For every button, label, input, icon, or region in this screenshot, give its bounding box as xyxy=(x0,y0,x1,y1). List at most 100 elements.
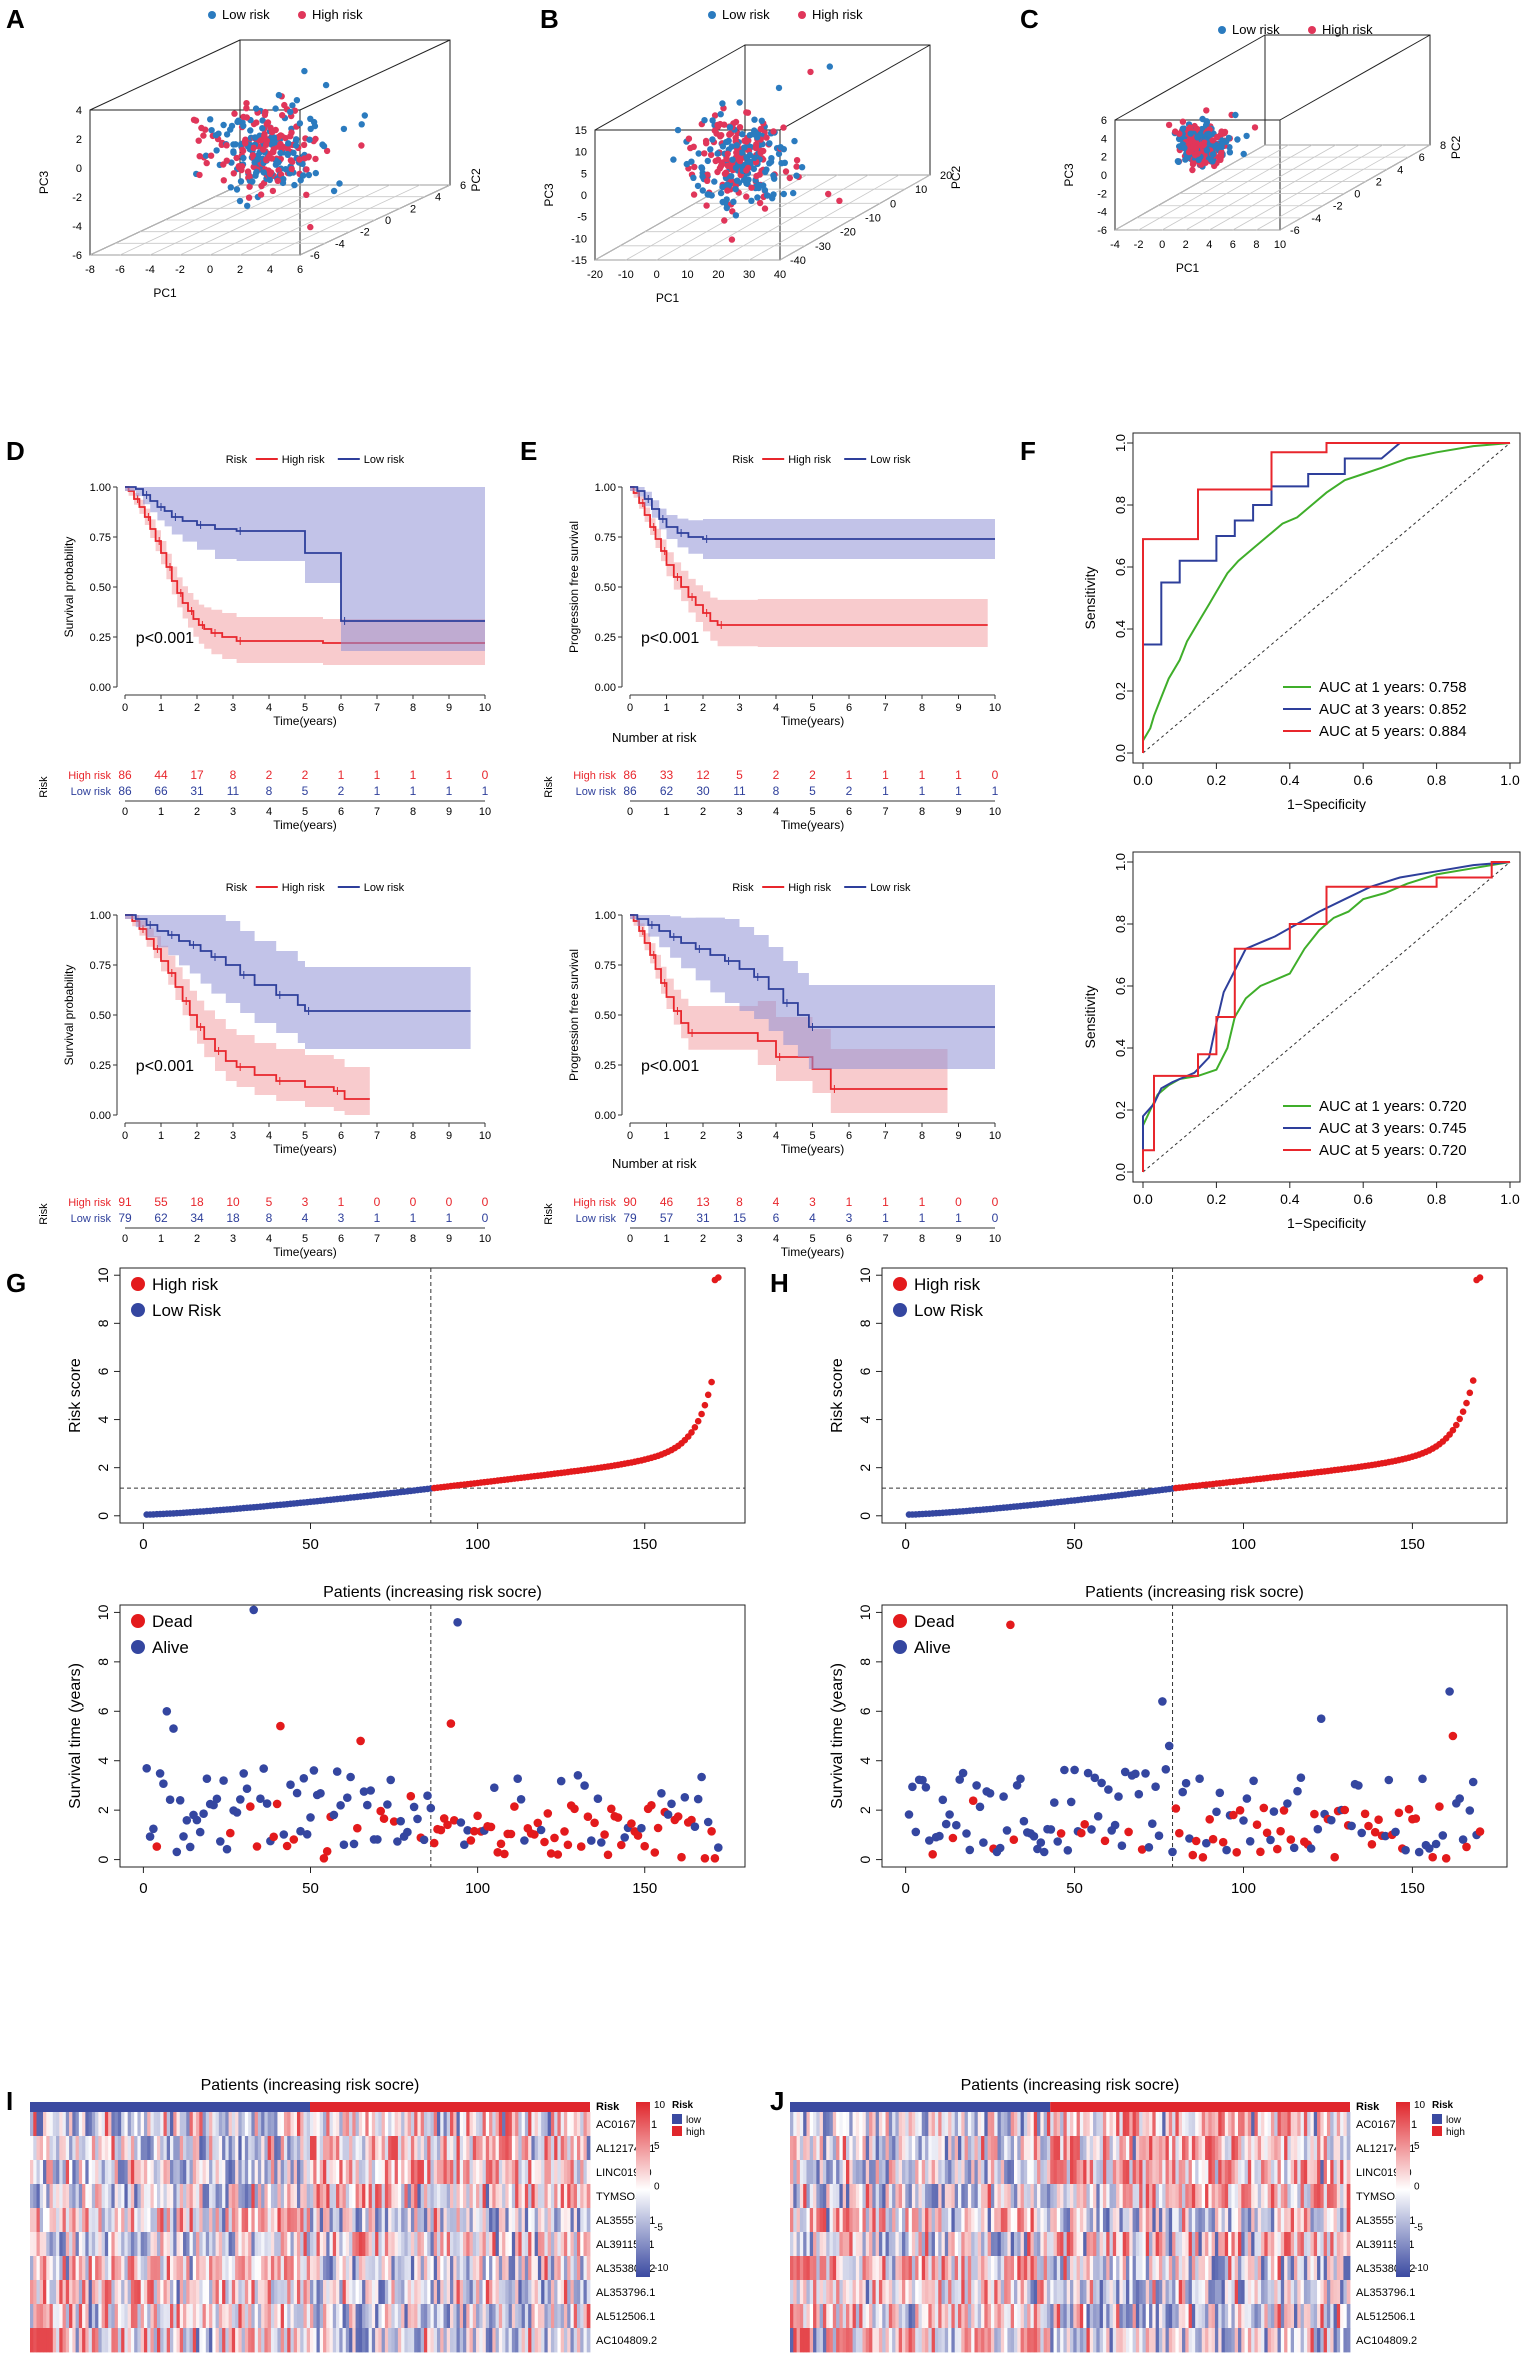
heatmap-cell xyxy=(108,2304,112,2329)
heatmap-cell xyxy=(1310,2136,1315,2161)
heatmap-cell xyxy=(248,2232,252,2257)
heatmap-cell xyxy=(450,2112,454,2137)
x-tick-label: 8 xyxy=(410,702,416,714)
heatmap-cell xyxy=(908,2208,913,2233)
heatmap-cell xyxy=(1241,2208,1245,2233)
heatmap-cell xyxy=(1257,2160,1262,2185)
y-tick-label: 6 xyxy=(95,1707,111,1715)
heatmap-cell xyxy=(456,2232,461,2257)
survival-point-alive xyxy=(1445,1687,1454,1696)
heatmap-cell xyxy=(287,2136,291,2161)
survival-point-alive xyxy=(958,1768,968,1778)
heatmap-cell xyxy=(355,2280,360,2305)
heatmap-cell xyxy=(954,2184,959,2209)
heatmap-cell xyxy=(420,2304,425,2329)
heatmap-cell xyxy=(95,2232,99,2257)
pca-point-low xyxy=(292,142,300,149)
colorbar-tick: -10 xyxy=(654,2263,669,2274)
heatmap-cell xyxy=(261,2304,265,2329)
heatmap-cell xyxy=(1109,2184,1114,2209)
y-tick-label: 4 xyxy=(95,1415,111,1423)
heatmap-cell xyxy=(300,2184,304,2209)
heatmap-cell xyxy=(170,2280,174,2305)
survival-point-alive xyxy=(955,1775,964,1784)
heatmap-cell xyxy=(401,2184,405,2209)
heatmap-cell xyxy=(313,2328,317,2353)
heatmap-cell xyxy=(280,2256,285,2281)
heatmap-cell xyxy=(1182,2160,1186,2185)
panel-letter-b: B xyxy=(540,4,559,34)
heatmap-cell xyxy=(925,2112,929,2137)
heatmap-cell xyxy=(254,2232,259,2257)
heatmap-cell xyxy=(101,2280,106,2305)
heatmap-cell xyxy=(925,2160,929,2185)
survival-point-alive xyxy=(346,1772,355,1782)
heatmap-cell xyxy=(1294,2112,1298,2137)
heatmap-cell xyxy=(293,2256,298,2281)
pca-point-low xyxy=(290,149,297,156)
heatmap-cell xyxy=(248,2184,252,2209)
heatmap-cell xyxy=(518,2256,523,2281)
heatmap-cell xyxy=(1267,2208,1272,2233)
heatmap-cell xyxy=(56,2328,60,2353)
survival-point-alive xyxy=(292,1788,302,1798)
heatmap-cell xyxy=(127,2184,132,2209)
heatmap-cell xyxy=(443,2208,448,2233)
heatmap-cell xyxy=(534,2184,539,2209)
heatmap-cell xyxy=(355,2232,360,2257)
survival-point-alive xyxy=(202,1774,212,1783)
heatmap-cell xyxy=(30,2304,34,2329)
pca-point-high xyxy=(263,156,270,164)
risk-table-high-value: 0 xyxy=(992,768,999,782)
heatmap-cell xyxy=(121,2208,125,2233)
heatmap-cell xyxy=(466,2256,470,2281)
heatmap-cell xyxy=(401,2304,405,2329)
survival-point-alive xyxy=(972,1781,981,1790)
x-tick-label: 10 xyxy=(479,1130,491,1142)
heatmap-cell xyxy=(567,2232,571,2257)
heatmap-cell xyxy=(329,2280,334,2305)
heatmap-cell xyxy=(192,2208,197,2233)
x-axis-label: PC1 xyxy=(1176,261,1200,275)
heatmap-cell xyxy=(492,2304,496,2329)
heatmap-cell xyxy=(819,2208,824,2233)
heatmap-cell xyxy=(1317,2136,1321,2161)
heatmap-cell xyxy=(270,2328,275,2353)
x-tick-label: 50 xyxy=(1066,1880,1083,1897)
heatmap-cell xyxy=(95,2304,99,2329)
heatmap-cell xyxy=(212,2160,216,2185)
heatmap-cell xyxy=(1231,2136,1236,2161)
survival-point-alive xyxy=(1083,1768,1093,1778)
heatmap-cell xyxy=(108,2184,112,2209)
heatmap-cell xyxy=(803,2184,807,2209)
heatmap-cell xyxy=(65,2328,70,2353)
heatmap-cell xyxy=(875,2232,880,2257)
heatmap-cell xyxy=(463,2280,467,2305)
heatmap-cell xyxy=(1330,2184,1334,2209)
heatmap-cell xyxy=(586,2208,591,2233)
heatmap-cell xyxy=(261,2208,265,2233)
heatmap-cell xyxy=(537,2232,542,2257)
risk-point-high xyxy=(691,1424,699,1431)
heatmap-cell xyxy=(414,2208,418,2233)
heatmap-cell xyxy=(205,2232,210,2257)
pca-point-low xyxy=(791,137,798,145)
heatmap-cell xyxy=(365,2184,370,2209)
legend-low-label: Low Risk xyxy=(914,1301,983,1320)
risk-table-high-value: 1 xyxy=(410,768,417,782)
risk-table-high-value: 1 xyxy=(882,1195,889,1209)
x-tick-label: 0.2 xyxy=(1207,1191,1227,1207)
risk-table-low-value: 3 xyxy=(338,1211,345,1225)
risk-table-x-tick: 1 xyxy=(158,806,164,818)
heatmap-cell xyxy=(1020,2112,1025,2137)
pca-point-high xyxy=(718,132,725,139)
heatmap-cell xyxy=(121,2136,125,2161)
heatmap-cell xyxy=(479,2160,483,2185)
heatmap-cell xyxy=(101,2112,106,2137)
heatmap-cell xyxy=(1300,2160,1305,2185)
legend-high-label: High risk xyxy=(812,7,863,22)
heatmap-cell xyxy=(104,2256,109,2281)
heatmap-cell xyxy=(1102,2184,1107,2209)
heatmap-cell xyxy=(1063,2136,1068,2161)
pca-point-low xyxy=(285,140,292,147)
